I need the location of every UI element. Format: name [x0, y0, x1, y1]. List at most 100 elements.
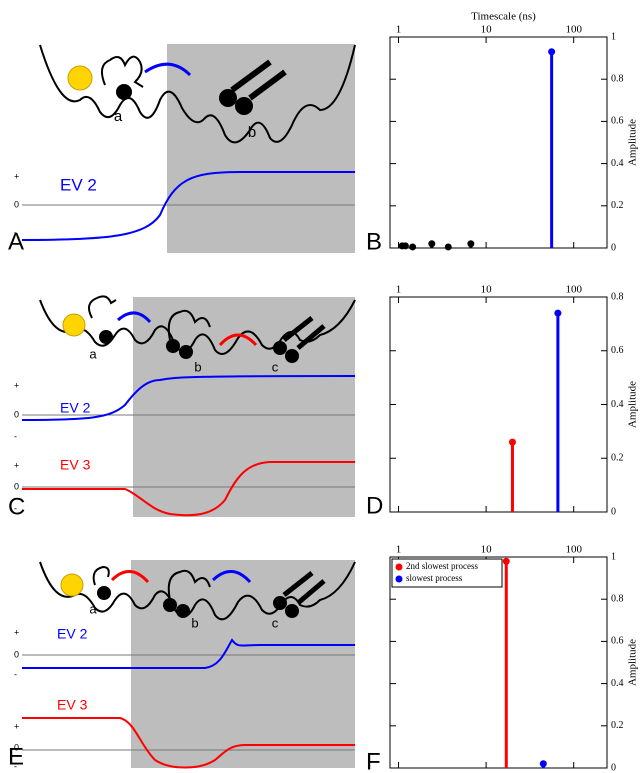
protein [167, 569, 211, 601]
ev-trace [22, 461, 355, 517]
sun-icon [62, 313, 86, 337]
sign: 0 [14, 199, 19, 209]
arrow [282, 316, 326, 350]
ball [273, 341, 287, 355]
state-label: c [272, 615, 279, 630]
arrow [110, 570, 150, 584]
stem-marker [508, 438, 516, 446]
y-axis-label: Amplitude [627, 381, 639, 428]
diagram-a: a b EV 2 + 0 - A [8, 44, 356, 255]
trace-label: EV 2 [60, 175, 97, 194]
diagram-c: a b c EV 2 EV 3 + 0 - + 0 - C [8, 295, 356, 520]
legend-box [391, 558, 503, 588]
sign: - [14, 227, 17, 237]
panel-label: E [8, 743, 24, 770]
state-label: c [272, 359, 279, 374]
y-tick-label: 0.6 [611, 345, 624, 356]
x-tick-label: 1 [396, 544, 402, 556]
sign: + [14, 721, 19, 731]
arrow [282, 571, 326, 605]
ev-trace [21, 171, 355, 241]
y-tick-label: 0.4 [611, 158, 624, 169]
y-tick-label: 0 [611, 506, 616, 517]
panel-label: A [8, 228, 24, 255]
stem-marker [554, 309, 562, 317]
y-tick-label: 0.8 [611, 73, 624, 84]
ball [176, 604, 190, 618]
ball [97, 586, 111, 600]
arrow [230, 59, 287, 101]
stem-marker [502, 557, 510, 565]
ball [179, 345, 193, 359]
sign: - [14, 431, 17, 441]
state-label: b [248, 124, 256, 141]
ball [163, 598, 177, 612]
y-tick-label: 1 [611, 551, 616, 562]
sign: + [14, 171, 19, 181]
y-axis-label: Amplitude [627, 119, 639, 166]
trace-label: EV 3 [57, 697, 88, 713]
sun-icon [67, 65, 93, 91]
arrow [211, 570, 252, 584]
y-tick-label: 0 [611, 762, 616, 773]
panel-label: B [366, 228, 382, 255]
ball [273, 596, 287, 610]
protein [167, 309, 211, 341]
stem-marker [467, 240, 475, 248]
energy-landscape [39, 44, 356, 144]
arrow [218, 333, 258, 347]
y-tick-label: 1 [611, 31, 616, 42]
legend-label: slowest process [406, 573, 463, 583]
ball [235, 97, 253, 115]
y-tick-label: 0.8 [611, 291, 624, 302]
y-tick-label: 0.4 [611, 399, 624, 410]
protein [92, 565, 110, 586]
y-axis-label: Amplitude [627, 639, 639, 686]
state-label: a [89, 346, 97, 361]
sign: - [14, 669, 17, 679]
stem-marker [444, 243, 452, 251]
state-label: a [89, 601, 97, 616]
y-tick-label: 0.2 [611, 453, 624, 464]
stem-marker [548, 48, 556, 56]
state-label: b [194, 359, 201, 374]
x-tick-label: 100 [565, 24, 582, 36]
ball [99, 330, 113, 344]
x-tick-label: 1 [396, 284, 402, 296]
x-tick-label: 100 [565, 544, 582, 556]
x-tick-label: 10 [481, 544, 493, 556]
energy-landscape [39, 561, 356, 621]
shaded-region [167, 44, 355, 253]
sign: + [14, 460, 19, 470]
plot-frame [389, 36, 608, 249]
sign: + [14, 380, 19, 390]
x-tick-label: 1 [396, 24, 402, 36]
stem-marker [409, 243, 417, 251]
stem-marker [428, 240, 436, 248]
sign: - [14, 761, 17, 771]
legend-label: 2nd slowest process [406, 561, 478, 571]
y-tick-label: 0.2 [611, 200, 624, 211]
x-axis-label: Timescale (ns) [471, 11, 536, 23]
legend-swatch [395, 575, 403, 583]
panel-label: F [366, 748, 381, 773]
arrow [144, 62, 192, 77]
sign: 0 [14, 742, 19, 752]
y-tick-label: 0.6 [611, 636, 624, 647]
sign: 0 [14, 649, 19, 659]
x-tick-label: 10 [481, 284, 493, 296]
stem-marker [539, 760, 547, 768]
sign: - [14, 503, 17, 513]
shaded-region [131, 560, 355, 768]
ev-trace [22, 638, 355, 669]
protein [100, 55, 144, 88]
state-label: a [114, 108, 123, 125]
ball [285, 604, 299, 618]
sign: 0 [14, 481, 19, 491]
protein [87, 295, 117, 319]
sun-icon [60, 573, 84, 597]
stem-marker [401, 242, 409, 250]
legend-swatch [395, 563, 403, 571]
y-tick-label: 0.2 [611, 720, 624, 731]
